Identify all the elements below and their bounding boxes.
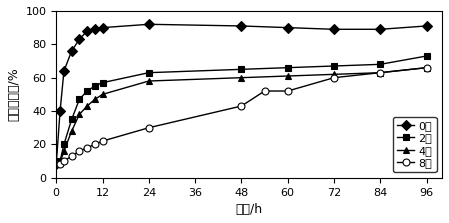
- 0层: [84, 30, 90, 32]
- Y-axis label: 累积释放量/%: 累积释放量/%: [7, 68, 20, 121]
- 2层: [239, 68, 244, 71]
- Legend: 0层, 2层, 4层, 8层: 0层, 2层, 4层, 8层: [393, 117, 436, 172]
- 8层: [146, 126, 151, 129]
- 4层: [61, 150, 66, 153]
- Line: 8层: 8层: [53, 64, 430, 168]
- 0层: [53, 163, 59, 166]
- 0层: [378, 28, 383, 31]
- 4层: [77, 113, 82, 116]
- 4层: [285, 75, 291, 77]
- 8层: [84, 147, 90, 149]
- 8层: [100, 140, 105, 142]
- 0层: [146, 23, 151, 26]
- 0层: [92, 28, 97, 31]
- 4层: [69, 130, 75, 132]
- 0层: [285, 26, 291, 29]
- 8层: [77, 150, 82, 153]
- 4层: [92, 98, 97, 101]
- 2层: [84, 90, 90, 92]
- 8层: [262, 90, 267, 92]
- 2层: [69, 118, 75, 121]
- 8层: [92, 143, 97, 146]
- 0层: [69, 50, 75, 52]
- 2层: [378, 63, 383, 66]
- 0层: [239, 25, 244, 27]
- Line: 4层: 4层: [53, 64, 430, 168]
- 4层: [57, 161, 63, 164]
- 4层: [53, 163, 59, 166]
- 8层: [69, 155, 75, 157]
- 0层: [57, 110, 63, 112]
- 0层: [100, 26, 105, 29]
- Line: 0层: 0层: [53, 21, 430, 168]
- 2层: [77, 98, 82, 101]
- 2层: [100, 81, 105, 84]
- 4层: [424, 66, 429, 69]
- 4层: [239, 76, 244, 79]
- 2层: [146, 71, 151, 74]
- 2层: [424, 55, 429, 57]
- 2层: [53, 163, 59, 166]
- 0层: [424, 25, 429, 27]
- 8层: [57, 163, 63, 166]
- 0层: [331, 28, 337, 31]
- 2层: [285, 66, 291, 69]
- 8层: [239, 105, 244, 107]
- 4层: [84, 105, 90, 107]
- Line: 2层: 2层: [53, 53, 430, 168]
- 2层: [61, 143, 66, 146]
- 8层: [331, 76, 337, 79]
- 4层: [146, 80, 151, 82]
- 8层: [285, 90, 291, 92]
- 8层: [424, 66, 429, 69]
- 8层: [61, 160, 66, 162]
- 0层: [77, 38, 82, 41]
- X-axis label: 时间/h: 时间/h: [236, 203, 263, 216]
- 2层: [92, 85, 97, 87]
- 4层: [331, 73, 337, 76]
- 8层: [378, 71, 383, 74]
- 4层: [100, 93, 105, 96]
- 2层: [331, 65, 337, 67]
- 4层: [378, 71, 383, 74]
- 8层: [53, 163, 59, 166]
- 0层: [61, 70, 66, 72]
- 2层: [57, 160, 63, 162]
